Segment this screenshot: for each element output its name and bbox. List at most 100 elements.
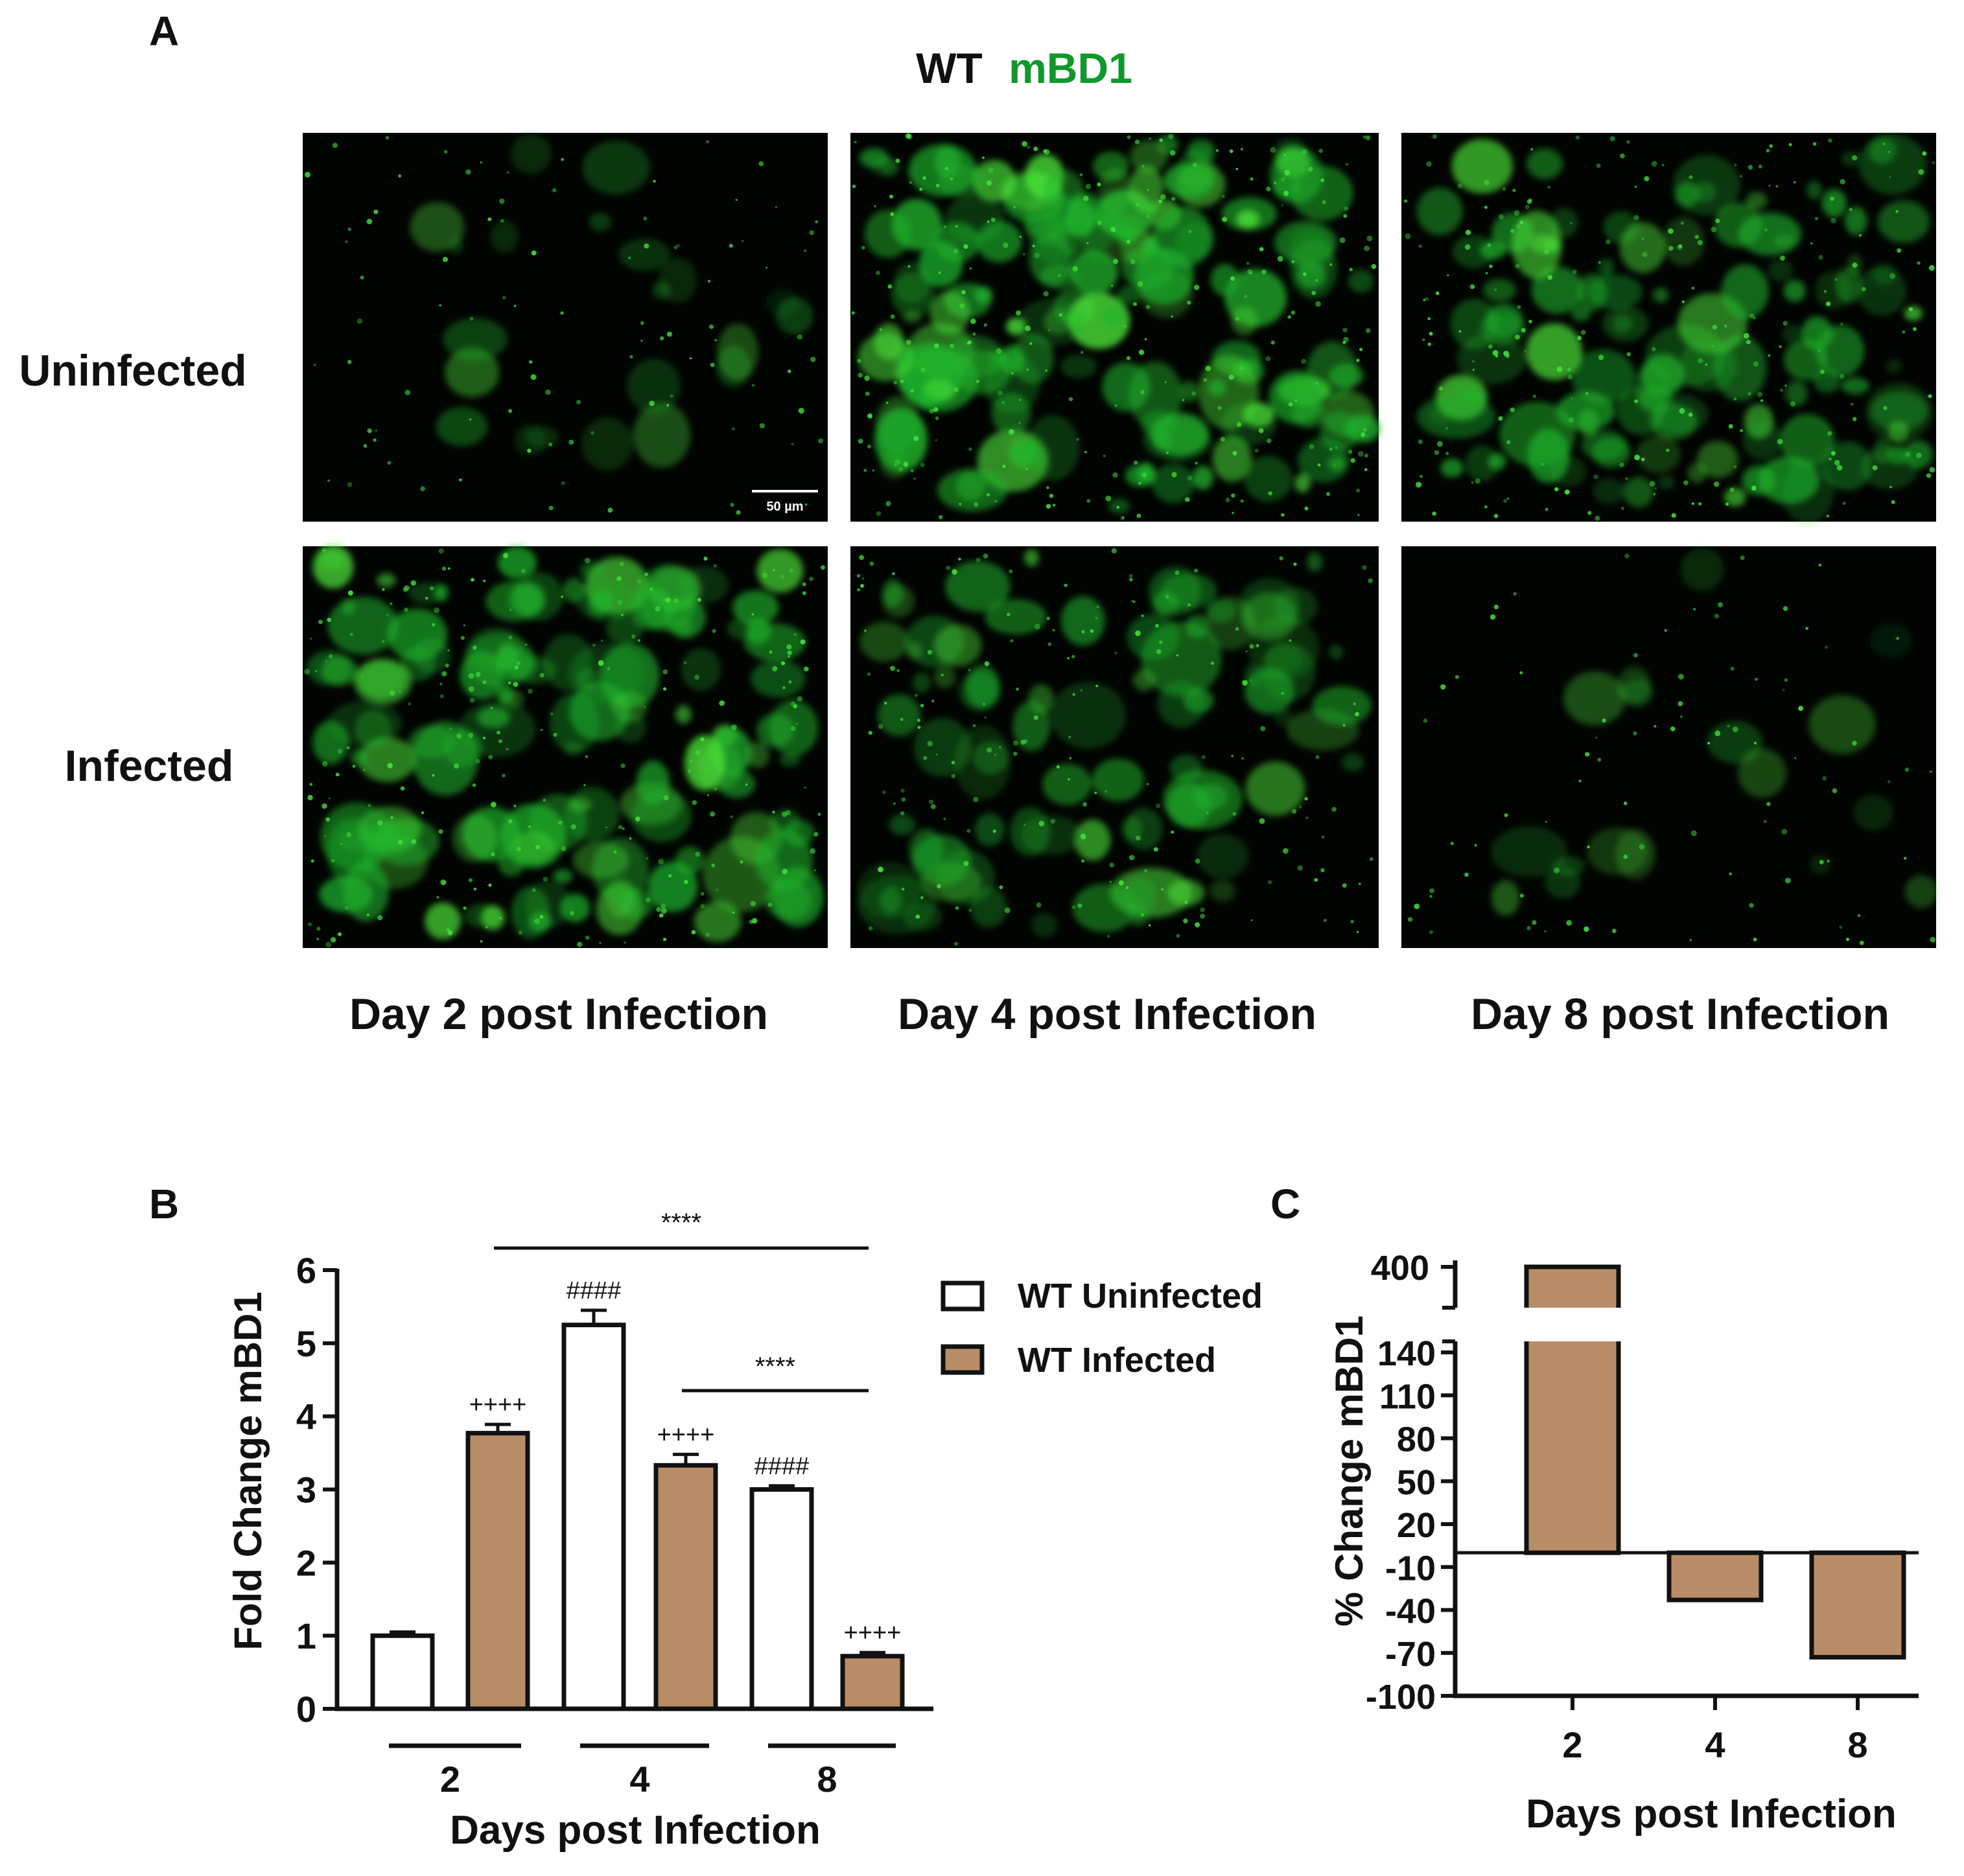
title-marker: mBD1	[1009, 44, 1132, 92]
punctum	[347, 227, 351, 231]
punctum	[1793, 181, 1796, 184]
punctum	[660, 336, 664, 341]
punctum	[439, 682, 443, 686]
punctum	[438, 829, 443, 834]
punctum	[1301, 358, 1306, 364]
punctum	[488, 754, 493, 759]
punctum	[1609, 135, 1615, 142]
punctum	[1593, 474, 1598, 480]
punctum	[635, 816, 640, 822]
scale-bar-label: 50 µm	[766, 500, 803, 514]
punctum	[1136, 835, 1141, 841]
punctum	[439, 694, 444, 699]
punctum	[527, 448, 532, 453]
cell	[351, 748, 368, 766]
punctum	[766, 266, 768, 269]
cell	[1236, 210, 1259, 229]
punctum	[1326, 492, 1330, 496]
punctum	[434, 607, 440, 614]
punctum	[788, 655, 790, 658]
punctum	[1121, 516, 1125, 519]
cell	[636, 760, 670, 805]
punctum	[950, 343, 954, 349]
punctum	[735, 198, 738, 201]
punctum	[316, 927, 321, 931]
cell	[1012, 701, 1051, 752]
cell	[513, 831, 555, 864]
cell	[755, 829, 813, 890]
punctum	[631, 634, 636, 639]
punctum	[1126, 239, 1131, 244]
punctum	[1472, 369, 1475, 371]
punctum	[861, 577, 865, 580]
punctum	[1359, 883, 1361, 885]
punctum	[969, 267, 972, 270]
punctum	[389, 690, 395, 696]
cell	[1167, 879, 1205, 907]
punctum	[347, 590, 353, 596]
punctum	[907, 265, 911, 268]
punctum	[1339, 237, 1346, 244]
punctum	[1134, 139, 1140, 145]
punctum	[1447, 274, 1449, 277]
punctum	[1585, 391, 1589, 395]
punctum	[399, 690, 401, 693]
punctum	[909, 181, 913, 184]
punctum	[327, 479, 330, 482]
punctum	[628, 257, 631, 259]
punctum	[1515, 264, 1520, 269]
cell	[490, 220, 519, 253]
punctum	[447, 567, 450, 570]
punctum	[1852, 741, 1857, 746]
punctum	[730, 815, 733, 818]
punctum	[662, 669, 668, 675]
punctum	[460, 636, 465, 640]
punctum	[360, 675, 364, 678]
cell	[1451, 139, 1513, 194]
punctum	[714, 339, 717, 342]
cell	[449, 237, 464, 255]
punctum	[900, 789, 905, 793]
punctum	[1011, 372, 1014, 375]
punctum	[1897, 248, 1902, 253]
punctum	[917, 718, 920, 722]
punctum	[1311, 290, 1316, 295]
cell	[1348, 269, 1374, 294]
punctum	[1544, 930, 1547, 932]
punctum	[1545, 507, 1549, 511]
punctum	[1554, 487, 1559, 492]
punctum	[1680, 715, 1683, 718]
punctum	[673, 246, 678, 249]
punctum	[1357, 514, 1360, 516]
punctum	[1775, 185, 1778, 187]
punctum	[1760, 399, 1764, 402]
punctum	[1587, 511, 1592, 515]
punctum	[741, 240, 744, 242]
cell	[410, 202, 465, 252]
punctum	[441, 566, 447, 571]
punctum	[953, 942, 958, 946]
punctum	[1734, 163, 1737, 167]
punctum	[1654, 487, 1657, 490]
punctum	[1145, 305, 1151, 309]
punctum	[1445, 426, 1449, 430]
punctum	[584, 557, 590, 564]
punctum	[1176, 654, 1179, 657]
punctum	[441, 671, 447, 677]
cell	[1206, 599, 1237, 623]
punctum	[1366, 235, 1373, 242]
punctum	[1423, 299, 1425, 301]
punctum	[1493, 514, 1499, 518]
punctum	[1315, 279, 1318, 282]
punctum	[1090, 629, 1094, 633]
punctum	[345, 906, 349, 910]
punctum	[1140, 389, 1145, 395]
punctum	[1305, 816, 1309, 819]
cell	[1026, 415, 1080, 481]
punctum	[876, 270, 880, 275]
cell	[1245, 761, 1305, 816]
punctum	[622, 827, 625, 830]
punctum	[1620, 153, 1625, 159]
punctum	[316, 938, 320, 940]
punctum	[1724, 324, 1727, 328]
